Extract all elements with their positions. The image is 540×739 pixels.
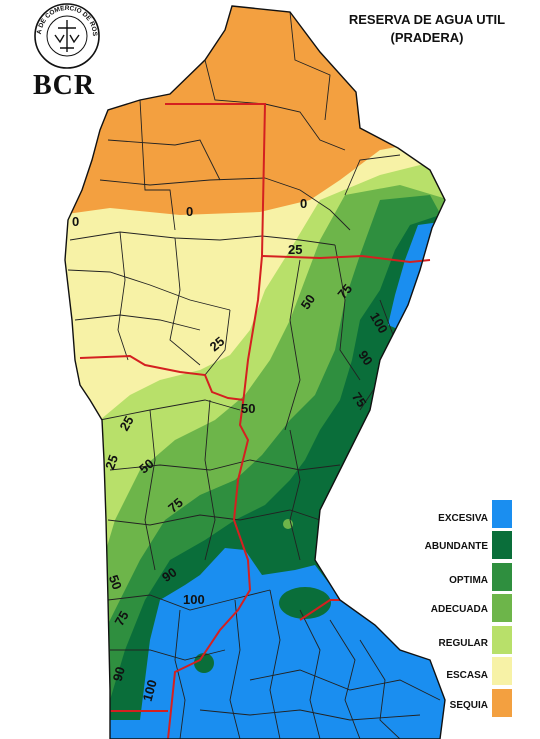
isoline-label: 75 — [111, 608, 131, 628]
district-lines — [67, 11, 441, 739]
legend-swatch-regular — [492, 626, 512, 654]
isoline-label: 90 — [355, 348, 376, 368]
legend-swatch-excesiva — [492, 500, 512, 528]
zone-abundante-east — [279, 587, 331, 619]
legend-label-optima: OPTIMA — [449, 575, 488, 586]
legend-label-adecuada: ADECUADA — [430, 604, 488, 615]
legend-swatch-escasa — [492, 657, 512, 685]
province-borders — [79, 103, 431, 739]
isoline-label: 100 — [140, 678, 160, 703]
legend-swatch-sequia — [492, 689, 512, 717]
map-subtitle: (PRADERA) — [390, 30, 464, 45]
isoline-label: 0 — [300, 196, 307, 211]
isoline-label: 0 — [186, 204, 193, 219]
legend-label-excesiva: EXCESIVA — [438, 513, 488, 524]
bcr-logo: BCR — [33, 70, 96, 101]
bcr-seal: BOLSA DE COMERCIO DE ROSARIO — [0, 0, 100, 69]
isoline-label: 50 — [241, 401, 255, 416]
zone-excesiva-south — [65, 548, 445, 739]
isoline-label: 90 — [159, 564, 179, 585]
isoline-label: 25 — [102, 453, 121, 472]
legend-swatch-optima — [492, 563, 512, 591]
region-outline — [64, 5, 446, 739]
legend-swatch-abundante — [492, 531, 512, 559]
legend-label-sequia: SEQUIA — [449, 700, 488, 711]
isoline-label: 50 — [298, 292, 319, 312]
zone-abundante-pocket — [194, 653, 214, 673]
isoline-label: 0 — [72, 214, 79, 229]
isoline-label: 25 — [288, 242, 302, 257]
isoline-label: 90 — [110, 665, 128, 683]
legend-label-abundante: ABUNDANTE — [424, 541, 488, 552]
legend-label-regular: REGULAR — [438, 638, 488, 649]
isoline-label: 25 — [116, 413, 136, 433]
isoline-label: 100 — [183, 592, 205, 607]
legend-swatch-adecuada — [492, 594, 512, 622]
map-title: RESERVA DE AGUA UTIL — [348, 12, 506, 27]
isoline-label: 50 — [106, 573, 125, 592]
legend-label-escasa: ESCASA — [446, 670, 488, 681]
isoline-label: 75 — [349, 389, 370, 409]
